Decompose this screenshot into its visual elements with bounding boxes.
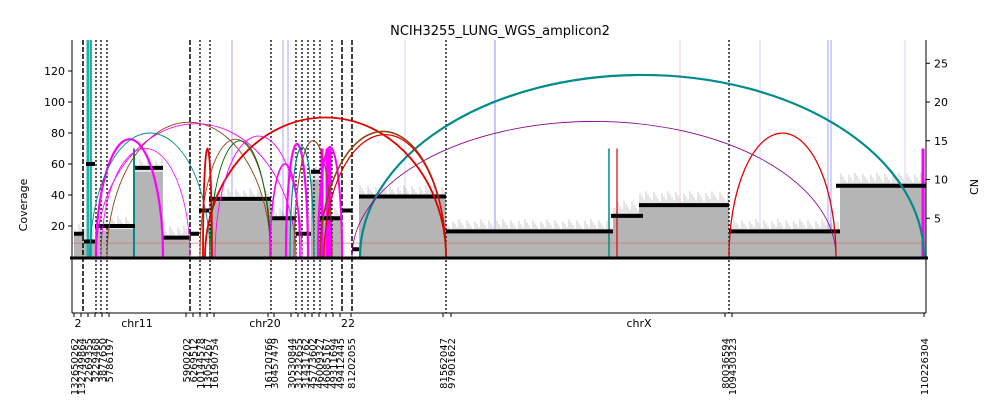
sv-arc: [100, 148, 191, 258]
sv-arc: [358, 73, 926, 258]
cn-segments-layer: [74, 162, 926, 252]
left-tick-label: 60: [51, 158, 65, 171]
coord-label: 30457479: [270, 338, 281, 389]
coord-label: 97901622: [447, 338, 458, 389]
sv-arc: [209, 140, 271, 258]
coord-label: 81562047: [439, 338, 450, 389]
sv-arc: [269, 163, 301, 258]
coverage-layer: [73, 158, 926, 257]
chromosome-label: chr20: [249, 317, 281, 330]
left-tick-label: 40: [51, 189, 65, 202]
coverage-hatch: [639, 191, 729, 205]
left-tick-label: 120: [44, 65, 65, 78]
sv-arc: [728, 132, 837, 258]
right-tick-label: 25: [934, 57, 948, 70]
coverage-block: [446, 232, 613, 257]
chromosome-label: 22: [341, 317, 355, 330]
coord-label: 5900202: [182, 338, 193, 383]
right-tick-label: 15: [934, 135, 948, 148]
coord-label: 31232655: [294, 338, 305, 389]
coord-label: 31431762: [301, 338, 312, 389]
coord-label: 2269355: [84, 338, 95, 383]
breakpoint-layer: [82, 40, 730, 313]
chromosome-label: 2: [75, 317, 82, 330]
coord-label: 16190754: [210, 338, 221, 389]
coord-label: 49412445: [336, 338, 347, 389]
left-axis-label: Coverage: [17, 178, 30, 231]
right-tick-label: 10: [934, 174, 948, 187]
coverage-block: [271, 219, 296, 257]
coord-label: 13054267: [203, 338, 214, 389]
coverage-block: [163, 238, 190, 257]
coord-label: 49311694: [329, 338, 340, 389]
left-tick-label: 100: [44, 96, 65, 109]
chart-title: NCIH3255_LUNG_WGS_amplicon2: [390, 24, 610, 39]
axes-layer: 20 40 60 80 100 120 5 10 15 20 25: [44, 40, 948, 314]
coord-label: 6269512: [189, 338, 200, 383]
sv-arc: [95, 123, 297, 258]
coverage-hatch: [613, 200, 639, 214]
arcs-layer: [89, 73, 926, 258]
sv-arc: [94, 138, 165, 258]
labels-layer: 2 chr11 chr20 22 chrX 13265026213274986422693…: [70, 313, 931, 395]
coord-label: 30530844: [287, 338, 298, 389]
coord-label: 3877650: [98, 338, 109, 383]
coord-label: 132749864: [77, 338, 88, 395]
sv-arc: [202, 147, 213, 258]
coord-label: 110226304: [920, 338, 931, 395]
left-tick-label: 20: [51, 220, 65, 233]
coverage-block: [209, 201, 271, 257]
right-axis-label: CN: [968, 179, 981, 195]
spikes-layer: [86, 40, 925, 257]
coverage-block: [311, 179, 320, 257]
coord-label: 5786197: [105, 338, 116, 383]
coord-label: 45773602: [308, 338, 319, 389]
coord-label: 3229468: [91, 338, 102, 383]
sv-arc: [289, 146, 315, 258]
coord-label: 46085167: [322, 338, 333, 389]
chromosome-label: chrX: [626, 317, 652, 330]
coord-label: 46009327: [315, 338, 326, 389]
right-tick-label: 5: [934, 212, 941, 225]
coverage-block: [840, 185, 926, 257]
sv-arc: [317, 145, 343, 258]
sv-arc: [284, 142, 310, 258]
coverage-block: [639, 204, 729, 257]
coord-label: 109430323: [728, 338, 739, 395]
sv-arc: [323, 133, 447, 258]
coverage-block: [74, 235, 84, 257]
coord-label: 10144578: [196, 338, 207, 389]
coord-label: 80036594: [721, 338, 732, 389]
sv-arc: [204, 116, 447, 258]
sv-arc: [351, 121, 837, 258]
chromosome-label: chr11: [121, 317, 153, 330]
coverage-block: [359, 198, 446, 257]
coord-label: 81202055: [347, 338, 358, 389]
left-tick-label: 80: [51, 127, 65, 140]
coord-label: 132650262: [70, 338, 81, 395]
coord-label: 16120766: [264, 338, 275, 389]
right-tick-label: 20: [934, 96, 948, 109]
coverage-block: [135, 171, 163, 257]
coverage-block: [729, 232, 840, 257]
sv-arc: [106, 121, 272, 258]
